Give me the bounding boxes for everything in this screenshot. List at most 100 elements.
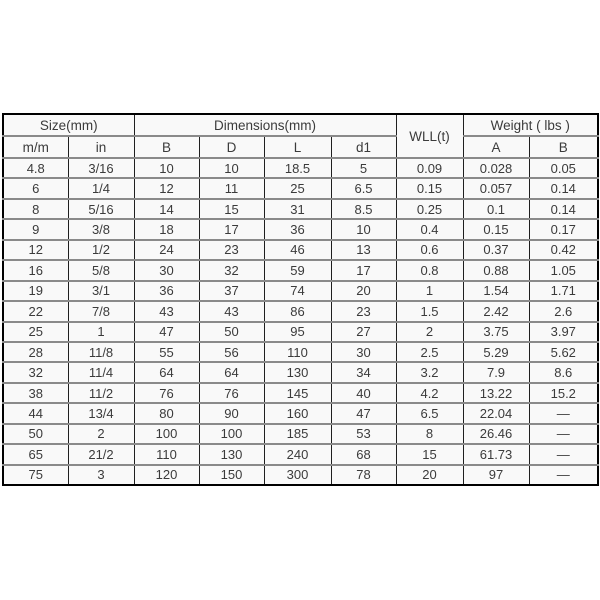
cell-dim-b: 110 [133,443,200,466]
table-body: 4.8 3/16 10 10 18.5 5 0.09 0.028 0.05 6 1/4 12 11 25 6… [2,156,600,487]
cell-dim-d: 50 [198,320,265,343]
cell-dim-l: 59 [263,259,332,282]
table-header: Size(mm) Dimensions(mm) WLL(t) Weight ( … [2,113,600,159]
cell-weight-b: 0.05 [528,156,600,180]
cell-dim-b: 120 [133,463,200,487]
cell-dim-b: 24 [133,238,200,262]
cell-dim-l: 95 [263,320,332,343]
cell-weight-b: 0.14 [528,177,600,200]
table-row: 50 2 100 100 185 53 8 26.46— [2,422,600,446]
header-col-b: B [133,135,200,159]
cell-dim-l: 86 [263,300,332,323]
header-col-in: in [67,135,135,159]
cell-dim-d: 64 [198,361,265,384]
cell-weight-b: 0.17 [528,218,600,241]
cell-dim-d1: 6.5 [330,177,397,200]
cell-weight-b: 15.2 [528,381,600,405]
cell-weight-b: 2.6 [528,300,600,323]
cell-dim-l: 74 [263,279,332,303]
cell-dim-b: 76 [133,381,200,405]
cell-wll-t: 0.6 [395,238,464,262]
cell-size-mm: 32 [2,361,69,384]
cell-weight-a: 7.9 [462,361,530,384]
cell-wll-t: 0.09 [395,156,464,180]
cell-dim-d1: 20 [330,279,397,303]
cell-dim-b: 36 [133,279,200,303]
cell-dim-d1: 53 [330,422,397,446]
cell-dim-d1: 34 [330,361,397,384]
cell-weight-b: 5.62 [528,340,600,364]
cell-dim-d: 37 [198,279,265,303]
table-row: 4.8 3/16 10 10 18.5 5 0.09 0.028 0.05 [2,156,600,180]
cell-size-in: 21/2 [67,443,135,466]
cell-dim-d1: 30 [330,340,397,364]
cell-dim-d: 32 [198,259,265,282]
cell-weight-a: 3.75 [462,320,530,343]
cell-wll-t: 0.8 [395,259,464,282]
cell-dim-l: 130 [263,361,332,384]
cell-dim-d1: 27 [330,320,397,343]
table-row: 6 1/4 12 11 25 6.5 0.15 0.057 0.14 [2,177,600,200]
cell-size-mm: 75 [2,463,69,487]
table-row: 32 11/4 64 64 130 34 3.2 7.9 8.6 [2,361,600,384]
header-sub-row: m/m in B D L d1 A B [2,135,600,159]
cell-wll-t: 0.4 [395,218,464,241]
cell-dim-b: 30 [133,259,200,282]
cell-dim-d: 15 [198,197,265,221]
cell-dim-l: 36 [263,218,332,241]
cell-dim-d1: 17 [330,259,397,282]
cell-weight-a: 0.15 [462,218,530,241]
cell-size-in: 7/8 [67,300,135,323]
cell-size-mm: 38 [2,381,69,405]
cell-wll-t: 1 [395,279,464,303]
cell-dim-d1: 8.5 [330,197,397,221]
cell-dim-b: 55 [133,340,200,364]
cell-weight-a: 1.54 [462,279,530,303]
table-row: 25 1 47 50 95 27 2 3.75 3.97 [2,320,600,343]
cell-dim-d: 100 [198,422,265,446]
table-row: 28 11/8 55 56 110 30 2.5 5.29 5.62 [2,340,600,364]
cell-weight-a: 0.37 [462,238,530,262]
cell-dim-d1: 5 [330,156,397,180]
cell-size-mm: 22 [2,300,69,323]
header-weight-group: Weight ( lbs ) [462,113,600,137]
cell-dim-b: 43 [133,300,200,323]
cell-dim-l: 110 [263,340,332,364]
cell-weight-a: 13.22 [462,381,530,405]
cell-weight-b: — [528,422,600,446]
cell-size-in: 3/16 [67,156,135,180]
cell-weight-a: 0.057 [462,177,530,200]
cell-size-mm: 65 [2,443,69,466]
cell-dim-b: 47 [133,320,200,343]
cell-weight-a: 0.028 [462,156,530,180]
cell-size-in: 13/4 [67,402,135,425]
cell-dim-d1: 23 [330,300,397,323]
cell-weight-a: 0.1 [462,197,530,221]
table-row: 19 3/1 36 37 74 20 1 1.54 1.71 [2,279,600,303]
cell-dim-b: 18 [133,218,200,241]
cell-weight-a: 26.46 [462,422,530,446]
cell-size-in: 3 [67,463,135,487]
cell-wll-t: 15 [395,443,464,466]
cell-wll-t: 8 [395,422,464,446]
cell-size-in: 1/4 [67,177,135,200]
cell-size-in: 3/1 [67,279,135,303]
cell-size-mm: 50 [2,422,69,446]
cell-dim-d: 150 [198,463,265,487]
cell-wll-t: 3.2 [395,361,464,384]
header-col-d1: d1 [330,135,397,159]
table-row: 12 1/2 24 23 46 13 0.6 0.37 0.42 [2,238,600,262]
cell-wll-t: 1.5 [395,300,464,323]
cell-dim-l: 18.5 [263,156,332,180]
cell-dim-b: 64 [133,361,200,384]
cell-weight-b: 3.97 [528,320,600,343]
cell-dim-d: 90 [198,402,265,425]
cell-size-in: 5/16 [67,197,135,221]
cell-dim-l: 31 [263,197,332,221]
cell-weight-a: 2.42 [462,300,530,323]
cell-weight-b: 8.6 [528,361,600,384]
cell-dim-d1: 47 [330,402,397,425]
table-row: 65 21/2 110 130 240 68 15 61.73— [2,443,600,466]
cell-weight-a: 97 [462,463,530,487]
cell-weight-a: 61.73 [462,443,530,466]
